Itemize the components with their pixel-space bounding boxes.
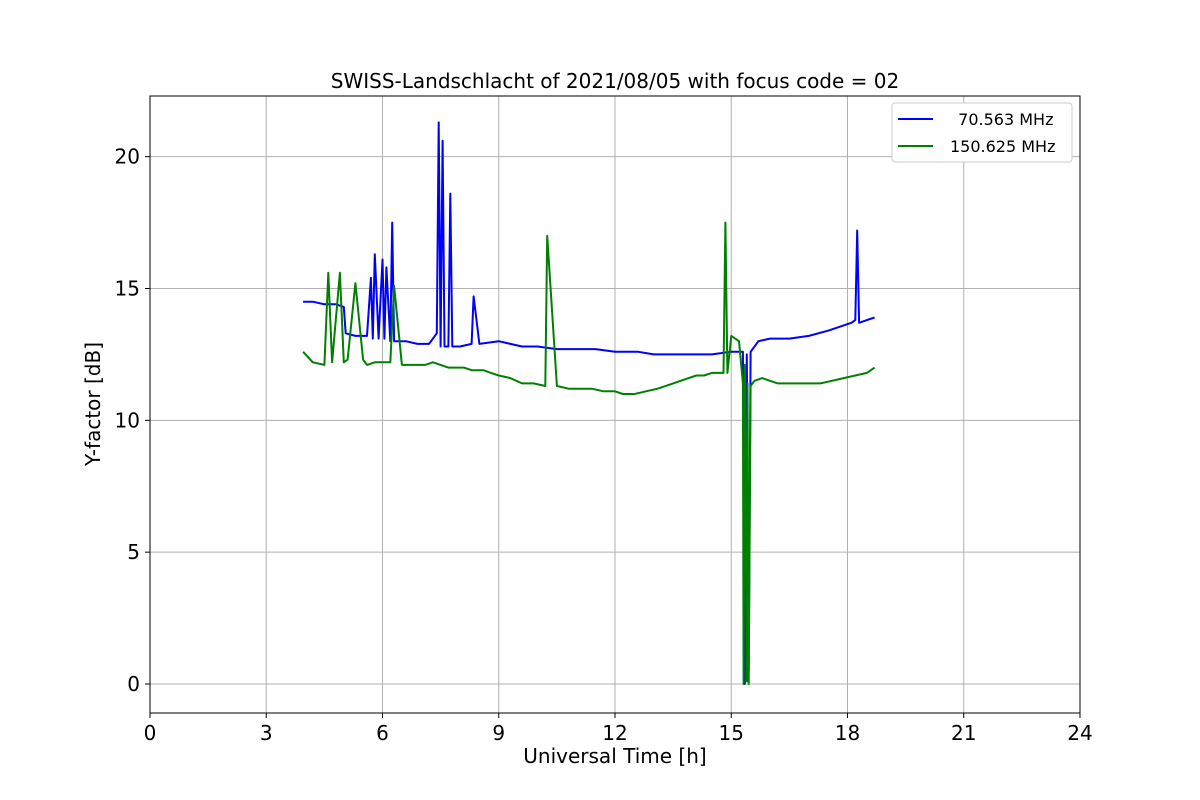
x-tick-label: 0: [144, 721, 157, 745]
x-tick-label: 24: [1067, 721, 1092, 745]
y-tick-label: 15: [115, 276, 140, 300]
y-tick-label: 0: [127, 672, 140, 696]
legend-box: [891, 102, 1073, 163]
y-tick-label: 10: [115, 408, 140, 432]
axis-ticks: 0 3 6 9 12 15 18 21 24 0 5 10 15 20: [115, 145, 1093, 745]
x-tick-label: 12: [602, 721, 627, 745]
series-lines: [302, 121, 876, 685]
x-tick-label: 18: [835, 721, 860, 745]
series-line-1: [302, 221, 876, 685]
x-axis-label: Universal Time [h]: [523, 744, 706, 768]
chart-title: SWISS-Landschlacht of 2021/08/05 with fo…: [331, 69, 899, 93]
y-tick-label: 20: [115, 145, 140, 169]
x-tick-label: 21: [951, 721, 976, 745]
y-tick-label: 5: [127, 540, 140, 564]
legend-label-150mhz: 150.625 MHz: [950, 137, 1055, 156]
x-tick-label: 6: [376, 721, 389, 745]
legend-label-70mhz: 70.563 MHz: [948, 110, 1053, 129]
x-tick-label: 3: [260, 721, 273, 745]
series-line-0: [303, 121, 875, 685]
y-axis-label: Y-factor [dB]: [81, 342, 105, 467]
legend: 70.563 MHz 150.625 MHz: [891, 102, 1073, 163]
x-tick-label: 9: [492, 721, 505, 745]
x-tick-label: 15: [719, 721, 744, 745]
